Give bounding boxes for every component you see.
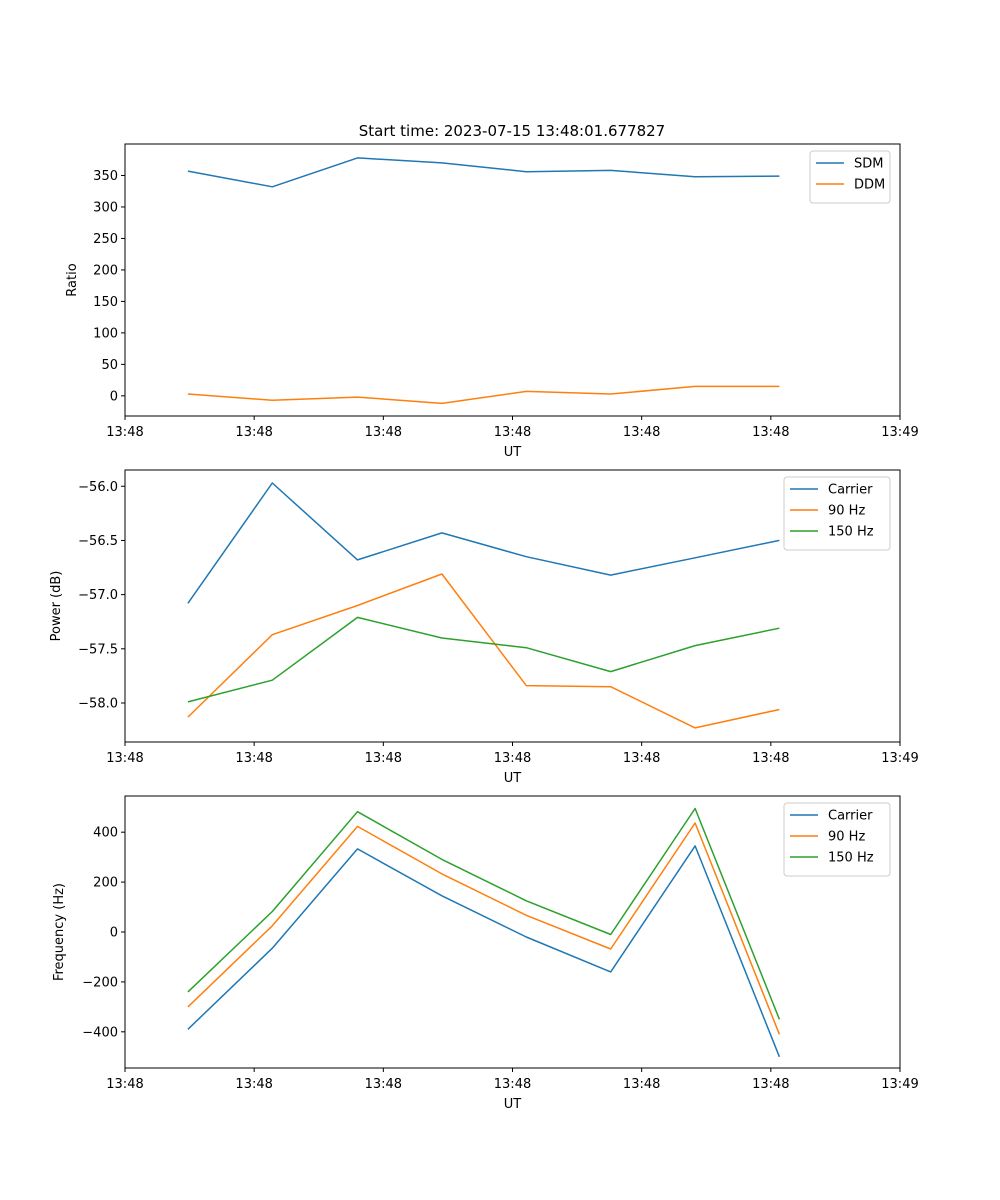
chart-2: 13:48 13:48 13:48 13:48 13:48 13:48 13:49 −58.0…	[49, 469, 919, 786]
legend-label-150-hz: 150 Hz	[828, 851, 874, 866]
y-tick-label: 350	[93, 169, 118, 184]
legend-label-90-hz: 90 Hz	[828, 504, 865, 519]
x-axis-label: UT	[504, 771, 522, 786]
figure-title: Start time: 2023-07-15 13:48:01.677827	[359, 122, 665, 140]
y-tick-label: 100	[93, 326, 118, 341]
y-tick-label: −200	[82, 975, 118, 990]
x-tick-label: 13:48	[494, 425, 531, 440]
y-tick-label: −58.0	[78, 696, 118, 711]
y-tick-label: 50	[101, 358, 118, 373]
y-tick-label: 0	[110, 389, 118, 404]
y-tick-label: −57.0	[78, 588, 118, 603]
x-tick-label: 13:48	[365, 425, 402, 440]
x-tick-label: 13:48	[365, 1077, 402, 1092]
y-tick-label: 0	[110, 926, 118, 941]
legend-label-sdm: SDM	[854, 157, 883, 172]
chart-3: 13:48 13:48 13:48 13:48 13:48 13:48 13:49 −400 −…	[52, 795, 919, 1112]
legend-label-90-hz: 90 Hz	[828, 830, 865, 845]
y-axis-label: Power (dB)	[49, 571, 64, 642]
y-tick-label: 300	[93, 200, 118, 215]
y-tick-label: −57.5	[78, 642, 118, 657]
x-tick-label: 13:48	[494, 1077, 531, 1092]
series-line-150-hz	[187, 616, 780, 703]
x-tick-label: 13:48	[235, 751, 272, 766]
x-tick-label: 13:49	[881, 1077, 918, 1092]
series-line-150-hz	[187, 807, 781, 1020]
x-tick-label: 13:49	[881, 751, 918, 766]
y-tick-label: 200	[93, 876, 118, 891]
x-tick-label: 13:48	[106, 751, 143, 766]
x-tick-label: 13:48	[752, 751, 789, 766]
y-axis-label: Frequency (Hz)	[52, 883, 67, 981]
series-line-90-hz	[187, 822, 781, 1035]
x-tick-label: 13:48	[365, 751, 402, 766]
x-tick-label: 13:49	[881, 425, 918, 440]
x-axis-label: UT	[504, 445, 522, 460]
series-line-ddm	[187, 385, 780, 405]
series-line-90-hz	[187, 573, 780, 729]
legend-label-150-hz: 150 Hz	[828, 525, 874, 540]
legend: Carrier 90 Hz 150 Hz	[783, 802, 891, 877]
x-tick-label: 13:48	[235, 1077, 272, 1092]
y-tick-label: 200	[93, 263, 118, 278]
legend-box	[809, 150, 891, 204]
y-tick-label: −56.0	[78, 480, 118, 495]
x-tick-label: 13:48	[752, 425, 789, 440]
series-line-carrier	[187, 482, 780, 604]
y-tick-label: 150	[93, 295, 118, 310]
x-tick-label: 13:48	[752, 1077, 789, 1092]
x-axis-label: UT	[504, 1097, 522, 1112]
x-tick-label: 13:48	[623, 1077, 660, 1092]
y-tick-label: 400	[93, 826, 118, 841]
y-tick-label: −400	[82, 1025, 118, 1040]
chart-1: 13:48 13:48 13:48 13:48 13:48 13:48 13:49 0 50 10…	[65, 143, 919, 460]
x-tick-label: 13:48	[106, 425, 143, 440]
legend-label-carrier: Carrier	[828, 809, 873, 824]
legend: Carrier 90 Hz 150 Hz	[783, 476, 891, 551]
y-tick-label: 250	[93, 232, 118, 247]
x-tick-label: 13:48	[235, 425, 272, 440]
series-line-sdm	[187, 157, 780, 188]
y-axis-label: Ratio	[65, 263, 80, 296]
legend: SDM DDM	[809, 150, 891, 204]
x-tick-label: 13:48	[623, 751, 660, 766]
x-tick-label: 13:48	[106, 1077, 143, 1092]
x-tick-label: 13:48	[494, 751, 531, 766]
y-tick-label: −56.5	[78, 534, 118, 549]
legend-label-ddm: DDM	[854, 178, 885, 193]
x-tick-label: 13:48	[623, 425, 660, 440]
series-line-carrier	[187, 845, 781, 1058]
legend-label-carrier: Carrier	[828, 483, 873, 498]
